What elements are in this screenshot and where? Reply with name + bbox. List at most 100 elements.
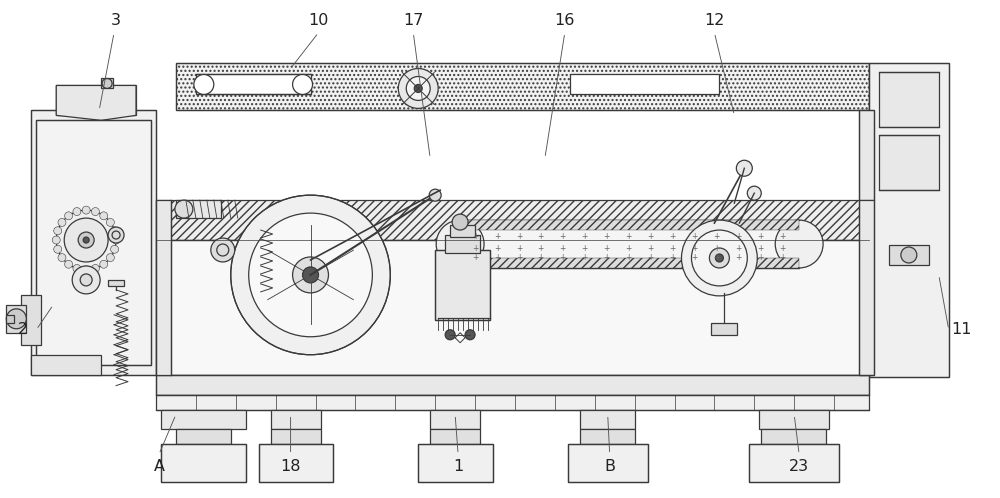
Polygon shape <box>56 86 136 121</box>
Bar <box>418 444 493 483</box>
Text: +: + <box>516 244 522 252</box>
Circle shape <box>414 85 422 93</box>
Bar <box>156 374 869 394</box>
Text: 10: 10 <box>308 13 329 28</box>
Circle shape <box>231 195 390 355</box>
Circle shape <box>303 267 319 283</box>
Text: +: + <box>560 244 566 252</box>
Circle shape <box>709 248 729 268</box>
Text: 16: 16 <box>555 13 575 28</box>
Circle shape <box>80 274 92 286</box>
Text: +: + <box>779 232 785 241</box>
Circle shape <box>6 309 26 329</box>
Circle shape <box>58 219 66 227</box>
Circle shape <box>211 238 235 262</box>
Bar <box>21 295 41 345</box>
Bar <box>271 429 321 444</box>
Text: 18: 18 <box>280 459 301 474</box>
Circle shape <box>83 237 89 243</box>
Circle shape <box>715 254 723 262</box>
Circle shape <box>747 186 761 200</box>
Bar <box>869 63 949 376</box>
Bar <box>580 429 635 444</box>
Text: +: + <box>625 253 632 262</box>
Bar <box>156 374 869 394</box>
Bar <box>101 79 113 89</box>
Text: 17: 17 <box>403 13 423 28</box>
Bar <box>568 444 648 483</box>
Circle shape <box>691 230 747 286</box>
Bar <box>176 63 869 111</box>
Text: +: + <box>625 232 632 241</box>
Text: +: + <box>472 232 478 241</box>
Bar <box>231 195 390 355</box>
Bar <box>460 258 799 268</box>
Bar <box>31 355 101 374</box>
Text: +: + <box>735 253 742 262</box>
Text: +: + <box>625 244 632 252</box>
Bar <box>56 86 136 116</box>
Bar <box>460 220 799 268</box>
Text: +: + <box>604 232 610 241</box>
Circle shape <box>681 220 757 296</box>
Text: +: + <box>647 232 654 241</box>
Bar <box>196 75 311 95</box>
Bar <box>570 75 719 95</box>
Text: 23: 23 <box>789 459 809 474</box>
Circle shape <box>112 236 120 244</box>
Circle shape <box>73 208 81 216</box>
Bar <box>156 200 171 374</box>
Circle shape <box>106 253 114 261</box>
Text: +: + <box>472 253 478 262</box>
Circle shape <box>111 246 119 253</box>
Bar <box>156 200 869 240</box>
Text: +: + <box>560 232 566 241</box>
Circle shape <box>78 232 94 248</box>
Circle shape <box>64 218 108 262</box>
Text: +: + <box>604 253 610 262</box>
Bar <box>435 250 490 320</box>
Bar <box>271 409 321 429</box>
Bar <box>869 63 949 376</box>
Bar <box>156 240 869 374</box>
Text: A: A <box>153 459 164 474</box>
Bar <box>176 429 231 444</box>
Text: +: + <box>735 244 742 252</box>
Bar <box>430 409 480 429</box>
Text: +: + <box>472 244 478 252</box>
Circle shape <box>91 264 99 272</box>
Bar <box>6 305 26 333</box>
Bar <box>259 444 333 483</box>
Text: +: + <box>757 232 763 241</box>
Bar <box>580 409 635 429</box>
Text: +: + <box>516 232 522 241</box>
Circle shape <box>72 266 100 294</box>
Circle shape <box>175 200 193 218</box>
Text: +: + <box>582 232 588 241</box>
Circle shape <box>52 236 60 244</box>
Bar <box>859 200 874 374</box>
Text: +: + <box>604 244 610 252</box>
Circle shape <box>73 264 81 272</box>
Text: 12: 12 <box>704 13 725 28</box>
Bar <box>450 225 475 237</box>
Text: +: + <box>713 253 720 262</box>
Bar <box>156 394 869 409</box>
Text: +: + <box>538 232 544 241</box>
Circle shape <box>901 247 917 263</box>
Bar <box>711 323 737 335</box>
Circle shape <box>249 213 372 337</box>
Text: +: + <box>516 253 522 262</box>
Bar <box>435 250 490 320</box>
Text: +: + <box>713 232 720 241</box>
Circle shape <box>398 69 438 109</box>
Bar <box>749 444 839 483</box>
Text: +: + <box>757 244 763 252</box>
Bar <box>161 444 246 483</box>
Bar <box>161 409 246 429</box>
Text: +: + <box>691 232 698 241</box>
Bar <box>156 240 869 374</box>
Circle shape <box>429 189 441 201</box>
Text: +: + <box>713 244 720 252</box>
Bar <box>879 73 939 127</box>
